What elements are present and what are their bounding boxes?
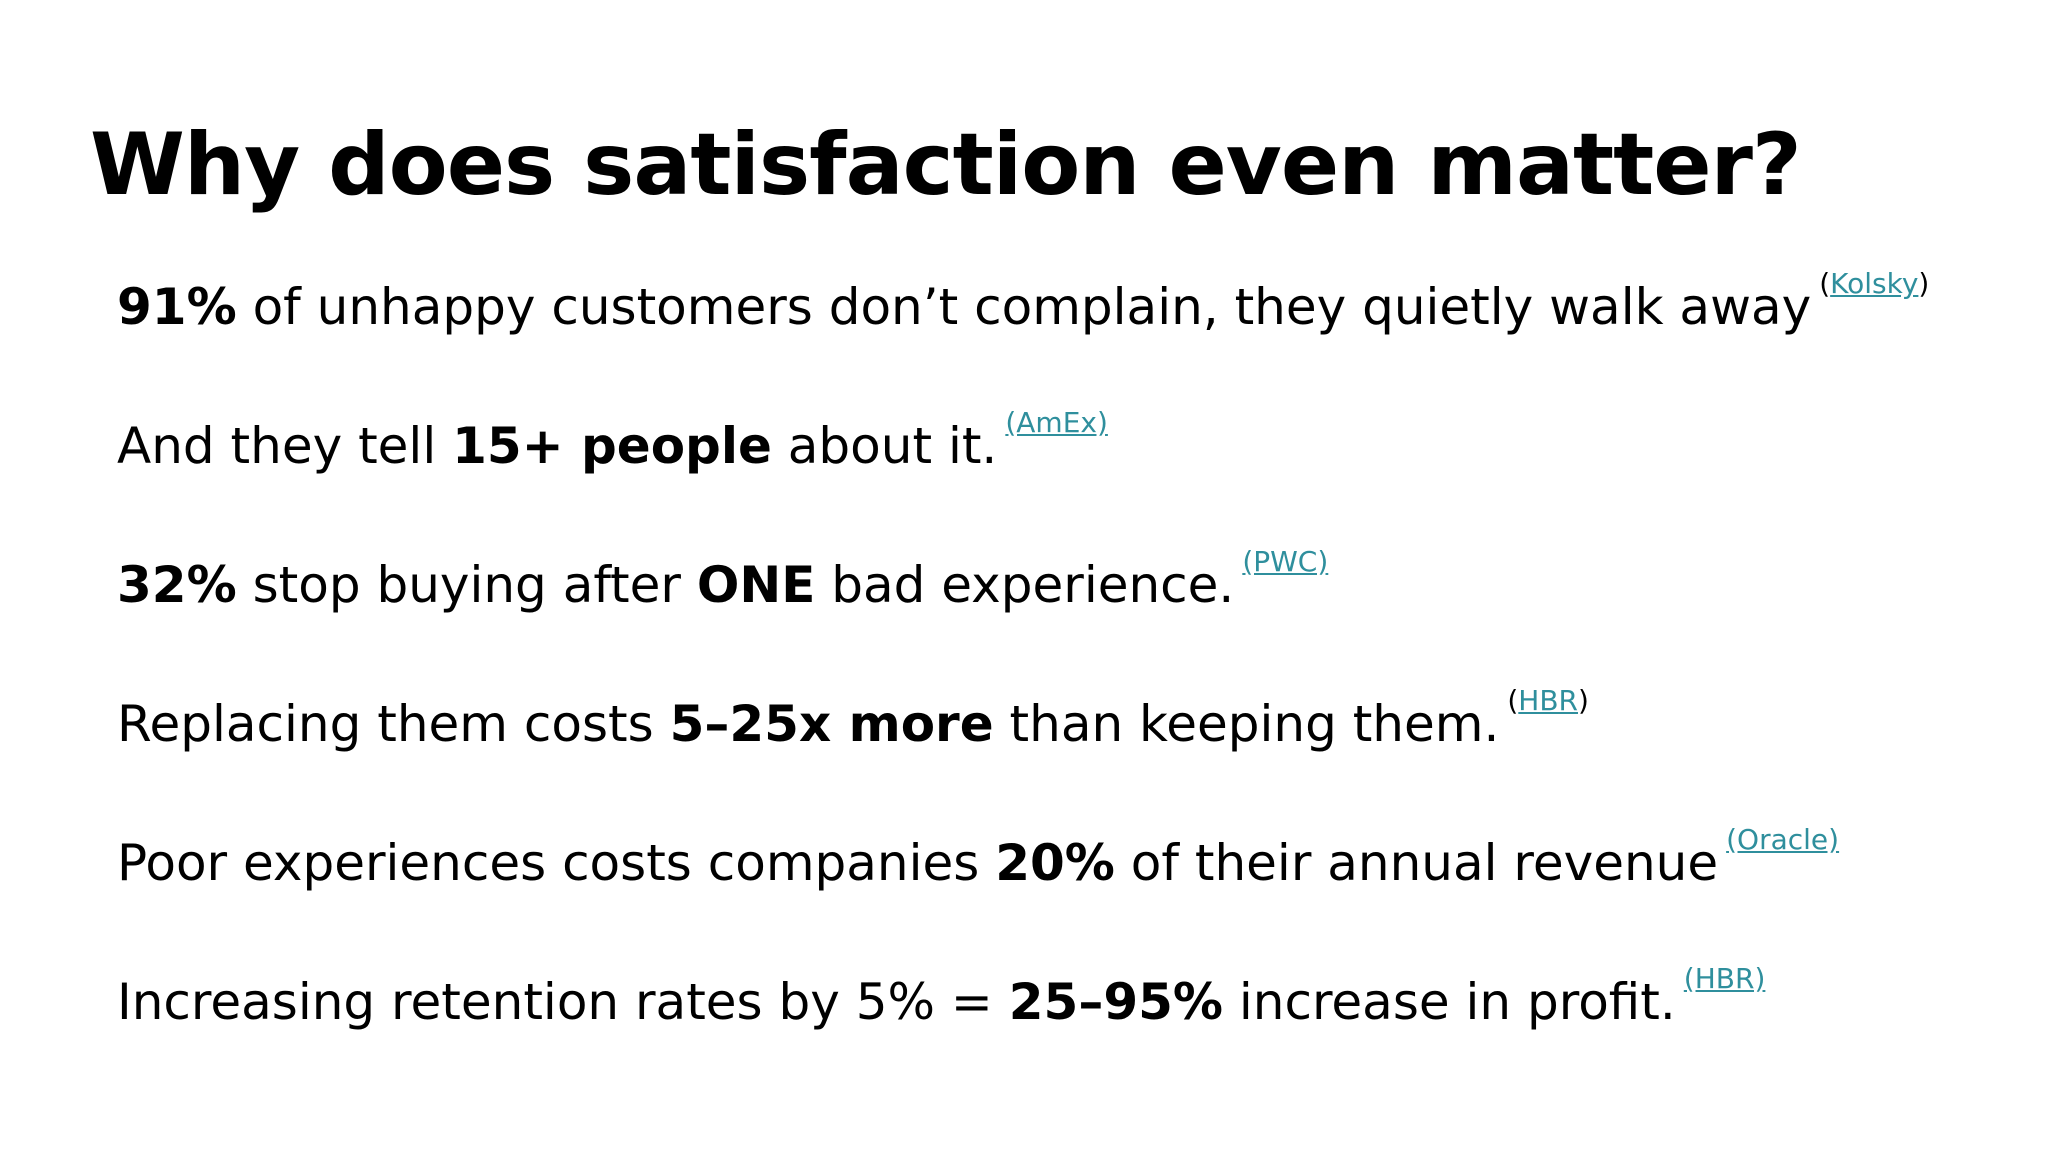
citation-link-kolsky[interactable]: Kolsky [1830,267,1919,300]
stat-emphasis: 91% [117,278,237,336]
stat-text: Replacing them costs [117,695,670,753]
stat-text: bad experience. [815,556,1235,614]
citation-link-amex[interactable]: (AmEx) [1005,406,1108,439]
citation-paren-open: ( [1819,267,1831,300]
stat-line-replacement-cost: Replacing them costs 5–25x more than kee… [117,687,1589,750]
stat-text: about it. [771,417,998,475]
citation: (HBR) [1507,684,1589,717]
stat-text: stop buying after [236,556,697,614]
citation-link-hbr[interactable]: HBR [1518,684,1579,717]
stat-line-retention-profit: Increasing retention rates by 5% = 25–95… [117,965,1765,1028]
citation-paren-close: ) [1578,684,1589,717]
stat-line-revenue-loss: Poor experiences costs companies 20% of … [117,826,1839,889]
stat-line-word-of-mouth: And they tell 15+ people about it. (AmEx) [117,409,1108,472]
slide-title: Why does satisfaction even matter? [90,115,1802,215]
citation-link-oracle[interactable]: (Oracle) [1726,823,1840,856]
citation-link-hbr-profit[interactable]: (HBR) [1683,962,1766,995]
stat-emphasis: 20% [995,834,1115,892]
stat-text: Increasing retention rates by 5% = [117,973,1009,1031]
stat-emphasis: 32% [117,556,237,614]
citation-paren-open: ( [1507,684,1519,717]
stat-text: Poor experiences costs companies [117,834,996,892]
citation: (PWC) [1242,545,1328,578]
stat-text: of their annual revenue [1114,834,1719,892]
stat-line-unhappy-customers: 91% of unhappy customers don’t complain,… [117,270,1929,333]
citation: (Oracle) [1726,823,1839,856]
stat-emphasis: 25–95% [1008,973,1223,1031]
stat-text: of unhappy customers don’t complain, the… [236,278,1812,336]
citation-link-pwc[interactable]: (PWC) [1242,545,1329,578]
stat-text: increase in profit. [1223,973,1676,1031]
citation: (HBR) [1684,962,1766,995]
stat-emphasis: 15+ people [452,417,772,475]
citation: (AmEx) [1005,406,1108,439]
stat-emphasis: 5–25x more [669,695,994,753]
citation-paren-close: ) [1918,267,1930,300]
stat-line-stop-buying: 32% stop buying after ONE bad experience… [117,548,1328,611]
stat-text: And they tell [117,417,453,475]
stat-text: than keeping them. [993,695,1500,753]
citation: (Kolsky) [1819,267,1929,300]
stat-emphasis: ONE [696,556,816,614]
